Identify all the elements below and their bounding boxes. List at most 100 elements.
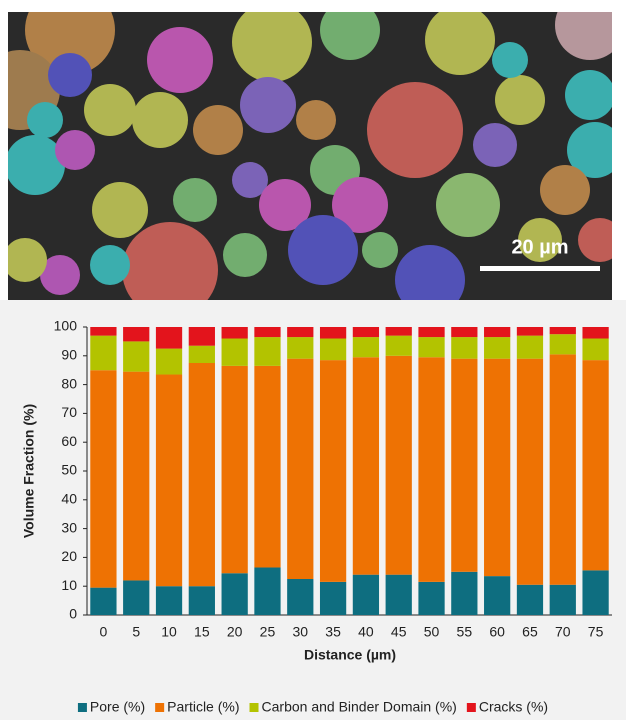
bar-segment [484, 327, 510, 337]
y-tick-label: 40 [61, 491, 77, 507]
bar-segment [582, 339, 608, 361]
bar-segment [287, 359, 313, 579]
x-tick-label: 45 [391, 624, 407, 640]
bar-segment [320, 339, 346, 361]
bar-segment [550, 585, 576, 615]
bar-segment [517, 327, 543, 336]
y-axis-title: Volume Fraction (%) [21, 404, 37, 538]
x-tick-label: 15 [194, 624, 210, 640]
legend-swatch [78, 703, 87, 712]
bar-segment [156, 375, 182, 587]
x-tick-label: 65 [522, 624, 538, 640]
bar-segment [320, 582, 346, 615]
bar-segment [353, 357, 379, 574]
x-tick-label: 25 [260, 624, 276, 640]
bar-segment [386, 356, 412, 575]
bar-segment [189, 346, 215, 363]
bar-segment [123, 327, 149, 341]
bar-segment [582, 327, 608, 339]
bar-segment [517, 336, 543, 359]
bar-segment [451, 337, 477, 359]
bar-segment [90, 336, 116, 371]
x-tick-label: 35 [325, 624, 341, 640]
x-tick-label: 60 [489, 624, 505, 640]
x-tick-label: 10 [161, 624, 177, 640]
y-tick-label: 90 [61, 347, 77, 363]
y-tick-label: 80 [61, 375, 77, 391]
y-tick-label: 50 [61, 462, 77, 478]
bar-segment [353, 575, 379, 615]
legend-label: Particle (%) [167, 699, 239, 715]
y-tick-label: 30 [61, 519, 77, 535]
bar-segment [353, 337, 379, 357]
bar-segment [517, 585, 543, 615]
bar-segment [90, 327, 116, 336]
x-tick-label: 40 [358, 624, 374, 640]
bar-segment [156, 586, 182, 615]
legend-label: Pore (%) [90, 699, 145, 715]
bar-segment [550, 334, 576, 354]
bar-segment [189, 327, 215, 346]
bar-segment [418, 357, 444, 582]
x-axis-title: Distance (µm) [304, 647, 396, 663]
bar-segment [287, 337, 313, 359]
bar-segment [386, 336, 412, 356]
bar-segment [451, 572, 477, 615]
bar-segment [287, 327, 313, 337]
bar-segment [90, 588, 116, 615]
y-tick-label: 0 [69, 606, 77, 622]
legend-swatch [250, 703, 259, 712]
legend-label: Cracks (%) [479, 699, 548, 715]
bar-segment [418, 337, 444, 357]
bar-segment [287, 579, 313, 615]
bar-segment [353, 327, 379, 337]
legend-item: Carbon and Binder Domain (%) [250, 699, 457, 715]
bar-segment [254, 337, 280, 366]
bar-segment [123, 341, 149, 371]
bar-segment [582, 570, 608, 615]
bar-segment [90, 370, 116, 587]
bar-segment [156, 327, 182, 349]
bar-segment [254, 567, 280, 615]
bar-segment [222, 366, 248, 573]
y-tick-label: 20 [61, 548, 77, 564]
bar-segment [189, 586, 215, 615]
bar-segment [222, 339, 248, 366]
legend-item: Particle (%) [155, 699, 239, 715]
y-tick-label: 100 [54, 318, 78, 334]
bar-segment [418, 582, 444, 615]
x-tick-label: 50 [424, 624, 440, 640]
y-tick-label: 10 [61, 577, 77, 593]
x-tick-label: 30 [292, 624, 308, 640]
bar-segment [418, 327, 444, 337]
bar-segment [582, 360, 608, 570]
bar-segment [320, 327, 346, 339]
y-tick-label: 70 [61, 404, 77, 420]
legend-swatch [155, 703, 164, 712]
x-tick-label: 70 [555, 624, 571, 640]
x-tick-label: 55 [457, 624, 473, 640]
figure: 20 µm Volume Fraction (%) Distance (µm) … [0, 0, 626, 720]
bar-segment [189, 363, 215, 586]
y-tick-label: 60 [61, 433, 77, 449]
bar-segment [386, 327, 412, 336]
bar-segment [386, 575, 412, 615]
legend-item: Cracks (%) [467, 699, 548, 715]
bar-segment [320, 360, 346, 582]
bar-segment [222, 573, 248, 615]
legend-label: Carbon and Binder Domain (%) [262, 699, 457, 715]
bar-segment [484, 576, 510, 615]
bar-segment [550, 354, 576, 584]
bar-segment [484, 337, 510, 359]
scale-bar-label: 20 µm [511, 236, 568, 258]
bar-segment [484, 359, 510, 576]
x-tick-label: 20 [227, 624, 243, 640]
x-tick-label: 0 [100, 624, 108, 640]
bar-segment [254, 366, 280, 568]
bar-segment [123, 580, 149, 615]
x-tick-label: 5 [132, 624, 140, 640]
bar-segment [451, 359, 477, 572]
x-tick-label: 75 [588, 624, 604, 640]
bar-segment [550, 327, 576, 334]
micrograph: 20 µm [0, 0, 625, 318]
